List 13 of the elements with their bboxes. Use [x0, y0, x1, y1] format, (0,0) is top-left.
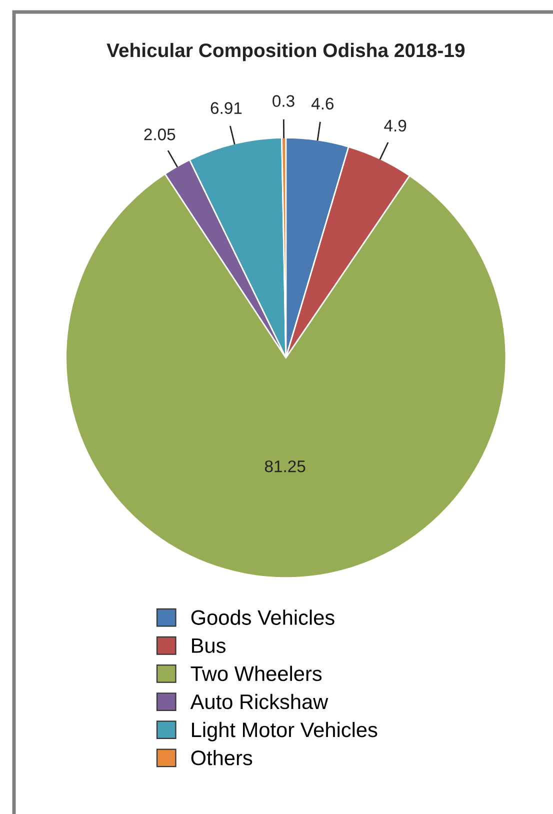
data-label: 2.05 — [144, 128, 176, 140]
data-label: 4.6 — [311, 98, 334, 110]
data-label: 0.3 — [272, 95, 294, 107]
data-label: 6.91 — [210, 102, 242, 114]
legend-label: Two Wheelers — [190, 666, 322, 682]
legend-label: Goods Vehicles — [191, 610, 334, 625]
legend-label: Others — [191, 750, 252, 766]
data-label: 4.9 — [384, 120, 406, 132]
data-label: 81.25 — [264, 460, 306, 472]
chart-title: Vehicular Composition Odisha 2018-19 — [106, 42, 465, 62]
legend-label: Bus — [192, 638, 226, 654]
legend-label: Auto Rickshaw — [190, 694, 328, 710]
legend-label: Light Motor Vehicles — [192, 722, 378, 742]
